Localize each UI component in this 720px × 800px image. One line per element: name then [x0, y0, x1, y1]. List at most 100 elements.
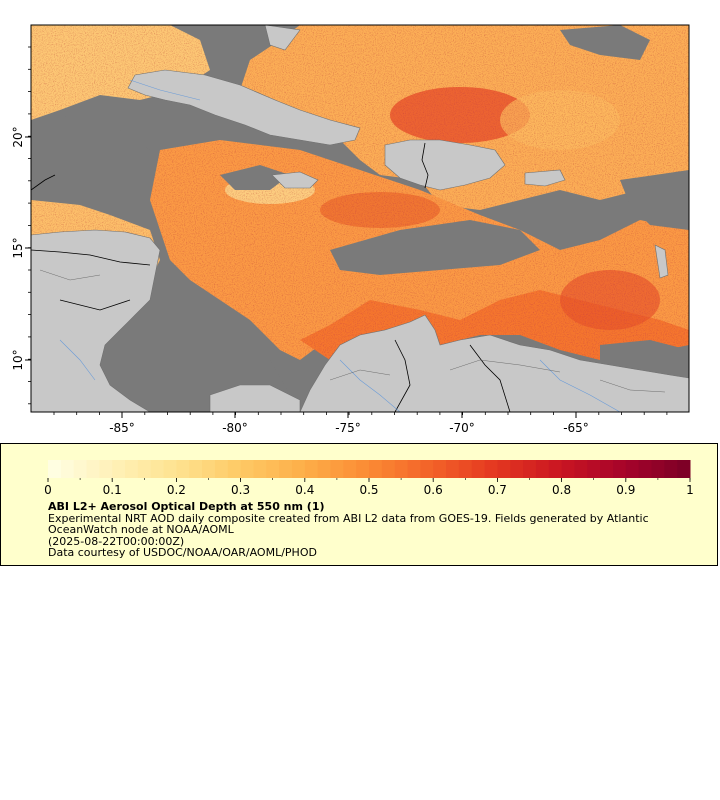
colorbar-cell — [394, 460, 409, 478]
river-4 — [129, 79, 201, 101]
x-tick-label: -70° — [449, 421, 475, 435]
land-central-america — [31, 229, 161, 412]
admin-line-2 — [449, 359, 561, 373]
cloud-gap-central — [330, 220, 540, 275]
cloud-gap-east — [620, 170, 689, 230]
x-tick-label: -85° — [109, 421, 135, 435]
colorbar-cell — [638, 460, 652, 478]
colorbar-label: 0 — [44, 483, 52, 497]
legend-text: ABI L2+ Aerosol Optical Depth at 550 nm … — [48, 501, 698, 559]
cloud-gap-gulf — [31, 115, 150, 190]
colorbar-cell — [625, 460, 640, 478]
colorbar-cell — [176, 460, 190, 478]
legend-description: Experimental NRT AOD daily composite cre… — [48, 511, 649, 536]
colorbar-cell — [330, 460, 344, 478]
colorbar-cell — [497, 460, 511, 478]
colorbar-cell — [407, 460, 421, 478]
colorbar-cell — [651, 460, 665, 478]
colorbar-cell — [600, 460, 614, 478]
colorbar-cells — [48, 460, 691, 478]
cloud-gap-north-2 — [560, 25, 650, 60]
colorbar-cell — [214, 460, 229, 478]
colorbar-cell — [433, 460, 447, 478]
land-panama — [209, 384, 301, 412]
colorbar-cell — [112, 460, 126, 478]
colorbar-label: 0.8 — [552, 483, 571, 497]
aod-hotspot-east — [560, 270, 660, 330]
land-hispaniola — [384, 139, 506, 191]
land-puerto-rico — [524, 169, 566, 187]
legend-panel: 0 0.1 0.2 0.3 0.4 0.5 0.6 0.7 0.8 0.9 1 ABI L2+ Ae… — [0, 443, 718, 566]
x-tick-label: -65° — [563, 421, 589, 435]
x-axis: -85° -80° -75° -70° -65° — [53, 412, 668, 435]
colorbar-cell — [137, 460, 152, 478]
colorbar-cell — [356, 460, 370, 478]
admin-lines — [39, 269, 666, 393]
colorbar-cell — [279, 460, 293, 478]
colorbar-cell — [317, 460, 331, 478]
cloud-gap-north-1 — [220, 165, 290, 190]
colorbar-cell — [523, 460, 537, 478]
colorbar-label: 0.9 — [616, 483, 635, 497]
colorbar-ticks: 0 0.1 0.2 0.3 0.4 0.5 0.6 0.7 0.8 0.9 1 — [44, 478, 694, 497]
colorbar-cell — [189, 460, 203, 478]
river-3 — [59, 339, 96, 381]
border-haiti-dr — [421, 142, 429, 189]
map-figure: -85° -80° -75° -70° -65° 20° 15° 10° — [11, 24, 690, 435]
colorbar-cell — [304, 460, 319, 478]
colorbar-label: 0.5 — [359, 483, 378, 497]
colorbar-cell — [60, 460, 75, 478]
map-plot-area — [31, 25, 689, 412]
colorbar-cell — [227, 460, 242, 478]
colorbar-cell — [202, 460, 216, 478]
aod-hotspot-pale-2 — [500, 90, 620, 150]
colorbar-cell — [99, 460, 113, 478]
colorbar-cell — [240, 460, 254, 478]
admin-line-3 — [39, 269, 101, 281]
rivers — [59, 79, 621, 412]
colorbar-cell — [458, 460, 473, 478]
border-mexico — [31, 174, 56, 191]
colorbar-cell — [86, 460, 100, 478]
land-jamaica — [271, 171, 319, 189]
colorbar-label: 0.7 — [488, 483, 507, 497]
colorbar-cell — [420, 460, 434, 478]
colorbar: 0 0.1 0.2 0.3 0.4 0.5 0.6 0.7 0.8 0.9 1 — [44, 460, 694, 497]
admin-line-4 — [599, 379, 666, 393]
colorbar-cell — [266, 460, 280, 478]
colorbar-cell — [73, 460, 88, 478]
legend-title: ABI L2+ Aerosol Optical Depth at 550 nm … — [48, 500, 325, 513]
colorbar-cell — [125, 460, 139, 478]
colorbar-cell — [510, 460, 524, 478]
river-2 — [539, 359, 621, 412]
cloud-gap-caribbean-west — [150, 280, 290, 395]
border-central-america-2 — [59, 299, 131, 311]
colorbar-cell — [150, 460, 165, 478]
admin-line-1 — [329, 369, 391, 381]
colorbar-label: 0.4 — [295, 483, 314, 497]
border-sa-2 — [469, 344, 511, 412]
colorbar-cell — [446, 460, 460, 478]
y-axis: 20° 15° 10° — [11, 46, 31, 405]
colorbar-cell — [471, 460, 486, 478]
border-sa-1 — [394, 339, 411, 412]
land-lesser-antilles — [654, 244, 669, 279]
colorbar-cell — [163, 460, 177, 478]
colorbar-cell — [664, 460, 678, 478]
colorbar-cell — [548, 460, 563, 478]
colorbar-cell — [484, 460, 498, 478]
colorbar-cell — [535, 460, 550, 478]
colorbar-label: 0.1 — [103, 483, 122, 497]
map-frame — [30, 24, 690, 413]
colorbar-cell — [381, 460, 396, 478]
x-tick-label: -80° — [222, 421, 248, 435]
y-tick-label: 20° — [11, 126, 25, 147]
land-south-america — [299, 314, 689, 412]
aod-region-nw — [31, 25, 210, 120]
national-borders — [31, 142, 511, 412]
aod-hotspot-center — [320, 192, 440, 228]
x-tick-label: -75° — [335, 421, 361, 435]
river-1 — [339, 359, 401, 412]
legend-credit: Data courtesy of USDOC/NOAA/OAR/AOML/PHO… — [48, 546, 317, 559]
y-tick-label: 10° — [11, 349, 25, 370]
